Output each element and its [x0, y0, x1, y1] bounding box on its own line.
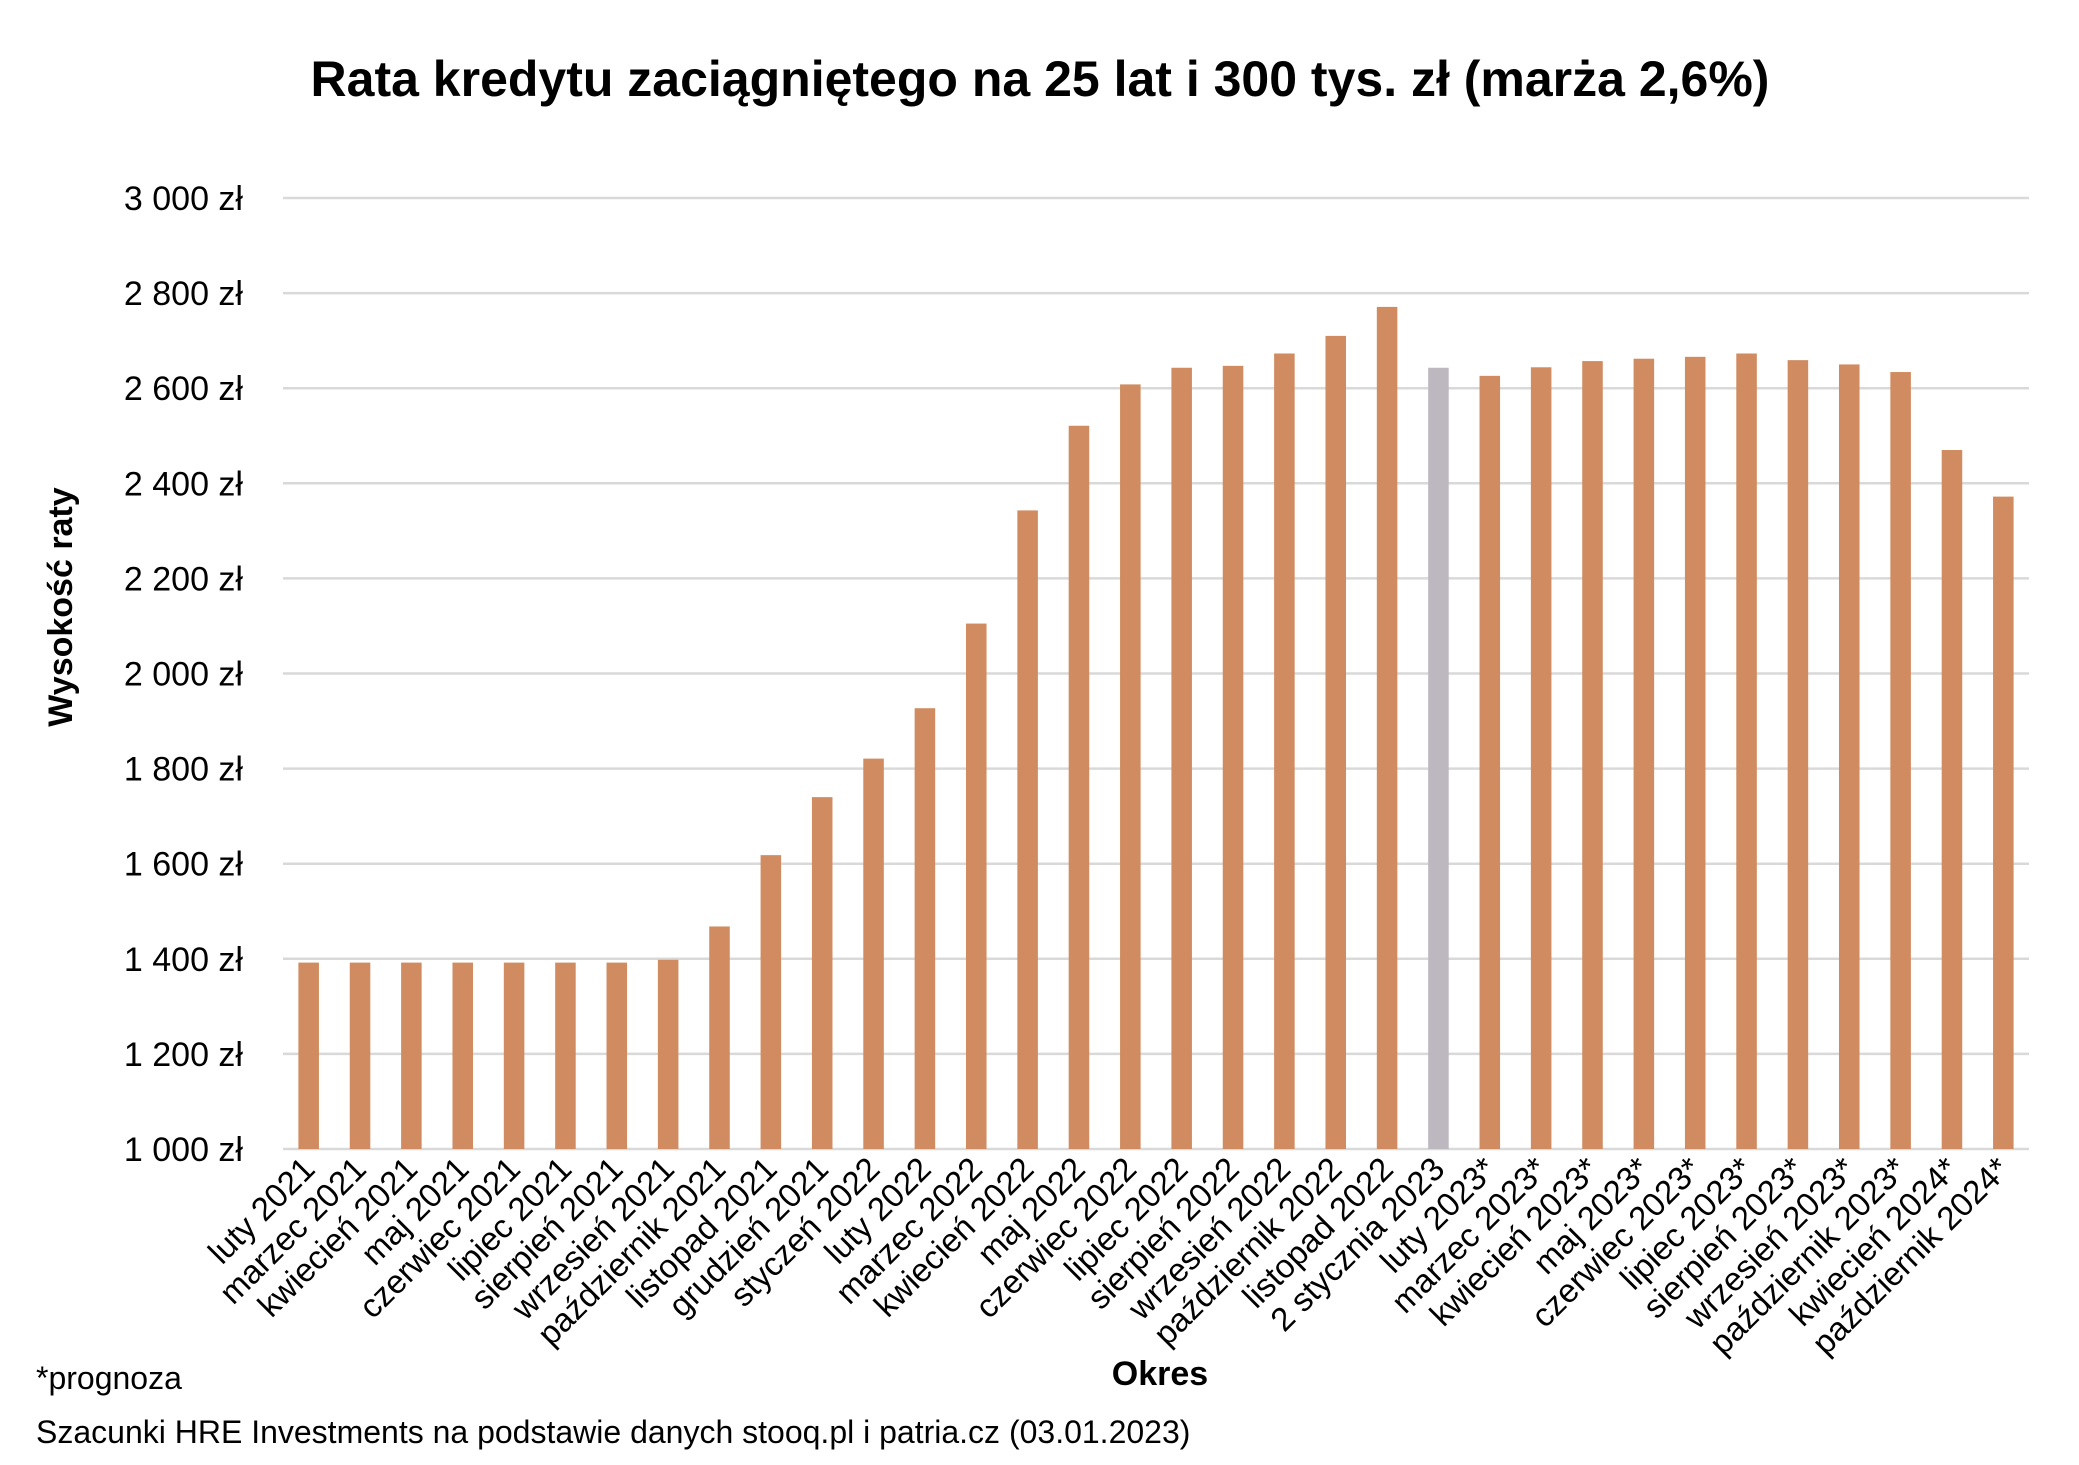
bar — [298, 962, 319, 1149]
source-footnote: Szacunki HRE Investments na podstawie da… — [36, 1414, 1191, 1450]
bar — [1428, 367, 1449, 1149]
bar — [1171, 367, 1192, 1149]
chart-title: Rata kredytu zaciągniętego na 25 lat i 3… — [311, 51, 1770, 107]
bar — [1582, 361, 1603, 1149]
y-tick-label: 2 000 zł — [124, 656, 244, 694]
y-tick-labels: 1 000 zł 1 200 zł 1 400 zł 1 600 zł 1 800 zł… — [124, 180, 244, 1169]
bar — [503, 962, 525, 1149]
y-tick-label: 3 000 zł — [124, 180, 244, 218]
y-tick-label: 1 400 zł — [124, 941, 244, 979]
y-tick-label: 1 800 zł — [124, 751, 244, 789]
bar — [914, 708, 936, 1149]
y-tick-label: 2 800 zł — [124, 275, 244, 313]
bar — [1787, 360, 1809, 1149]
y-tick-label: 2 600 zł — [124, 370, 244, 408]
y-axis-label: Wysokość raty — [42, 487, 80, 726]
bar — [1941, 450, 1963, 1149]
bar — [657, 959, 679, 1149]
bar — [555, 962, 576, 1149]
bar — [1890, 372, 1911, 1150]
y-tick-label: 2 400 zł — [124, 465, 244, 503]
bar — [1222, 365, 1244, 1149]
bar — [606, 962, 628, 1149]
bar — [452, 962, 474, 1149]
bar — [1633, 358, 1655, 1149]
bars — [298, 306, 2014, 1150]
bar — [1068, 425, 1090, 1149]
bar — [1274, 353, 1295, 1149]
bar — [1530, 367, 1552, 1149]
bar — [760, 855, 782, 1149]
bar — [349, 962, 371, 1149]
x-axis-label: Okres — [1112, 1355, 1208, 1393]
y-tick-label: 1 000 zł — [124, 1131, 244, 1169]
forecast-footnote: *prognoza — [36, 1360, 182, 1396]
y-tick-label: 2 200 zł — [124, 560, 244, 598]
bar — [1120, 384, 1141, 1149]
bar — [1479, 375, 1501, 1149]
bar — [1325, 335, 1347, 1149]
bar — [1993, 496, 2014, 1149]
bar — [863, 758, 884, 1149]
bar — [401, 962, 422, 1149]
y-tick-label: 1 200 zł — [124, 1036, 244, 1074]
gridlines — [283, 196, 2029, 1151]
bar — [1736, 353, 1757, 1149]
bar — [965, 623, 987, 1149]
bar — [1017, 510, 1038, 1149]
y-tick-label: 1 600 zł — [124, 846, 244, 884]
bar — [811, 797, 833, 1149]
bar — [1684, 356, 1706, 1149]
bar — [1376, 306, 1398, 1149]
bar — [1838, 364, 1860, 1149]
bar — [709, 926, 730, 1149]
